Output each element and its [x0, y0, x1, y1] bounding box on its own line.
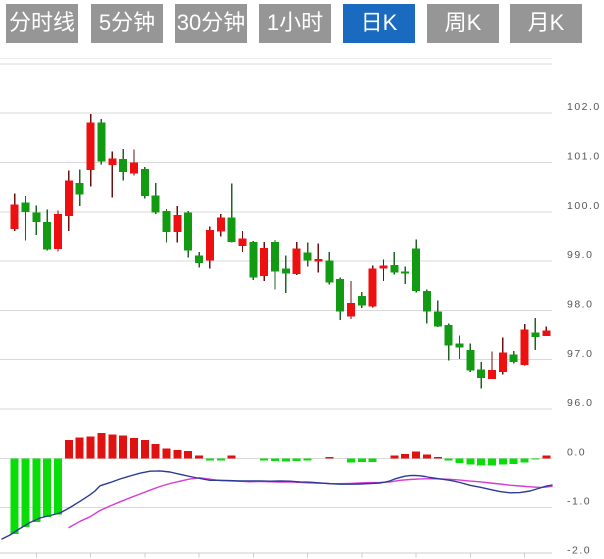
svg-text:-1.0: -1.0 [567, 496, 591, 508]
svg-text:98.0: 98.0 [567, 299, 593, 311]
svg-text:96.0: 96.0 [567, 397, 593, 409]
svg-text:-2.0: -2.0 [567, 544, 591, 556]
svg-text:99.0: 99.0 [567, 249, 593, 261]
svg-text:101.0: 101.0 [567, 150, 601, 162]
svg-text:0.0: 0.0 [567, 446, 586, 458]
svg-text:100.0: 100.0 [567, 200, 601, 212]
svg-text:97.0: 97.0 [567, 348, 593, 360]
svg-text:102.0: 102.0 [567, 101, 601, 113]
